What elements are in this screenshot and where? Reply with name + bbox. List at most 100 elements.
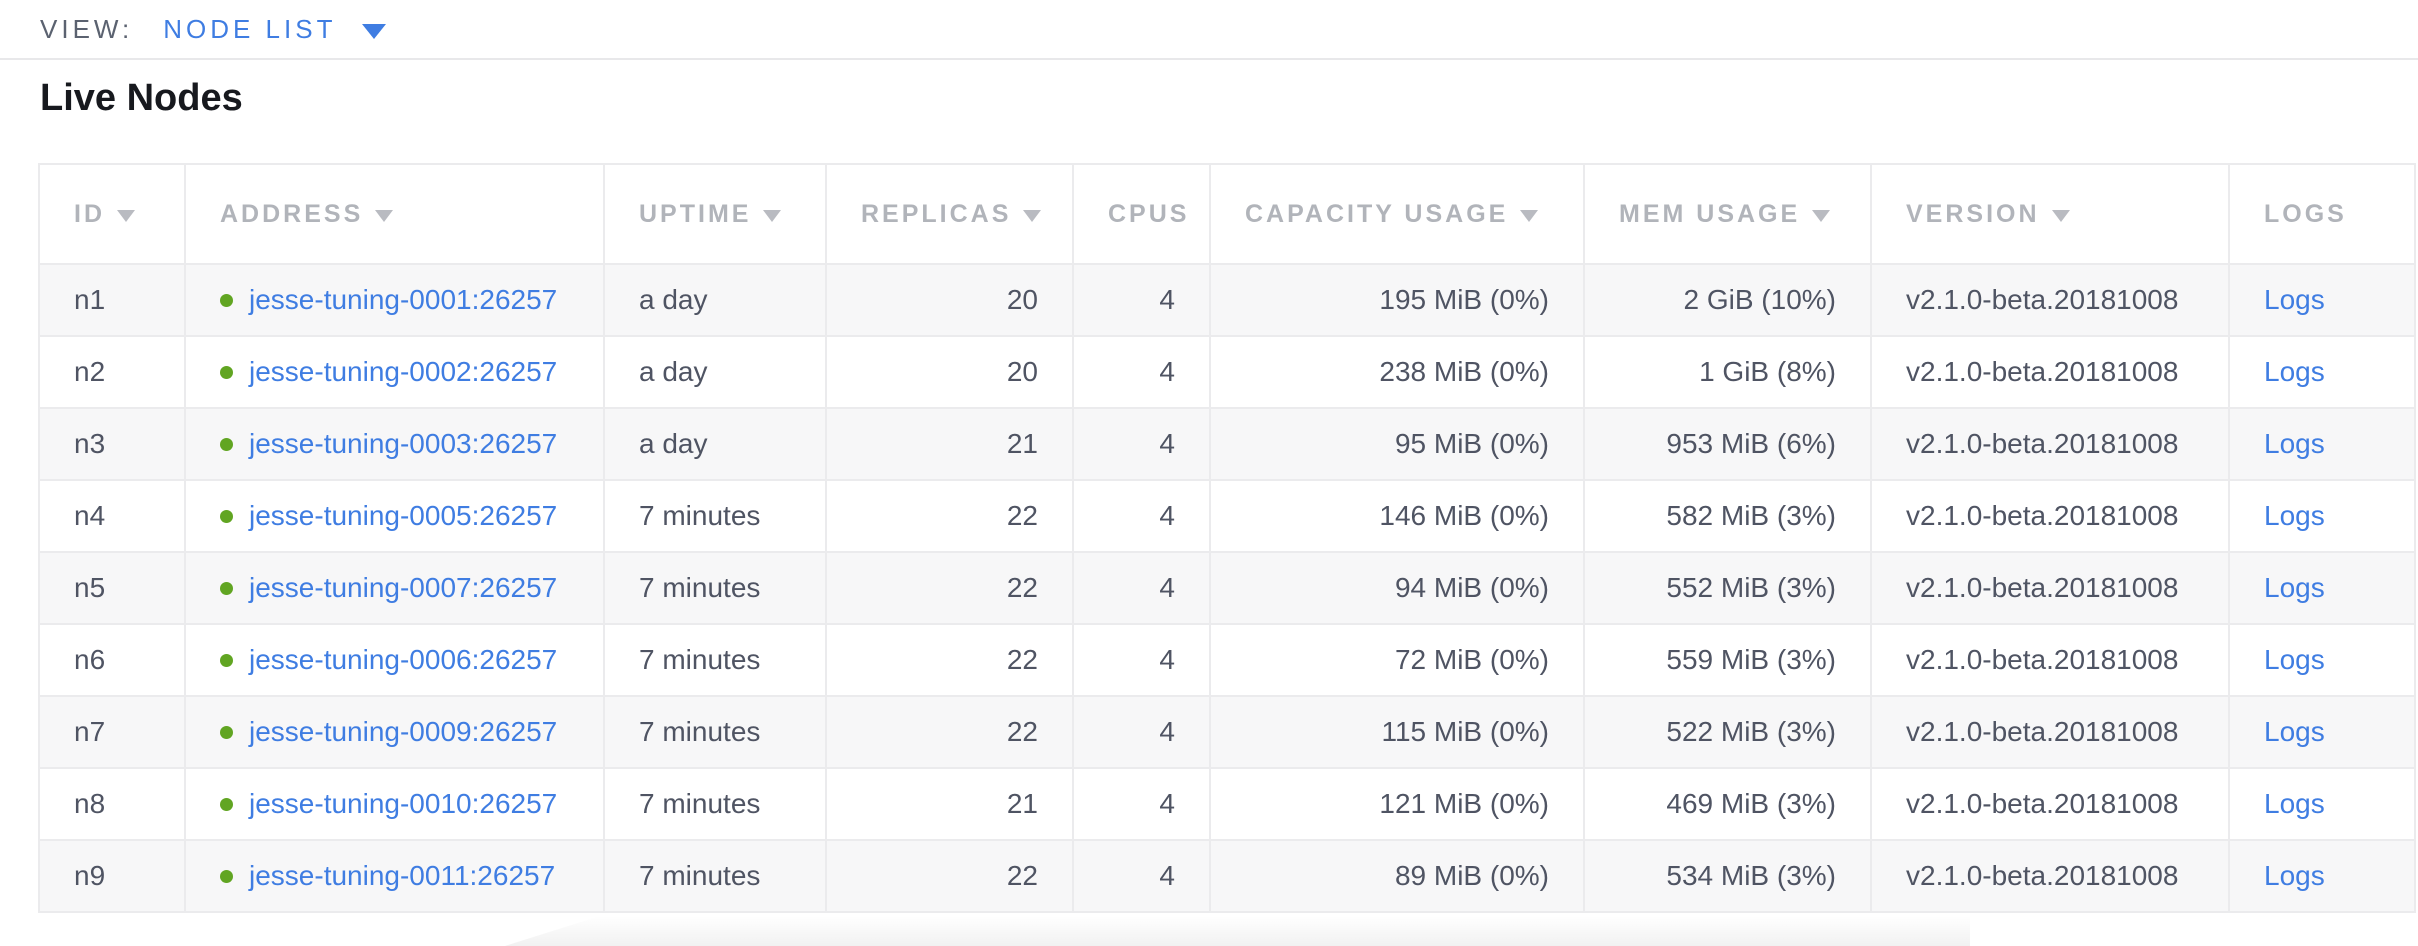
cell-id: n2 xyxy=(38,335,186,409)
table-header-row: ID ADDRESS UPTIME REPLICAS CPUS CAPACITY USAG… xyxy=(38,163,2416,265)
logs-link[interactable]: Logs xyxy=(2264,644,2325,675)
column-header-logs: LOGS xyxy=(2228,163,2416,265)
table-row-n9: n9 jesse-tuning-0011:26257 7 minutes 22 4 89 … xyxy=(38,839,2416,913)
cell-replicas: 20 xyxy=(825,335,1074,409)
cell-cpus: 4 xyxy=(1072,767,1211,841)
cell-id: n5 xyxy=(38,551,186,625)
sort-desc-icon xyxy=(117,209,135,222)
node-address-link[interactable]: jesse-tuning-0002:26257 xyxy=(249,356,558,387)
cell-capacity: 95 MiB (0%) xyxy=(1209,407,1585,481)
column-header-replicas[interactable]: REPLICAS xyxy=(825,163,1074,265)
cell-logs: Logs xyxy=(2228,335,2416,409)
cell-id: n4 xyxy=(38,479,186,553)
cell-replicas: 22 xyxy=(825,623,1074,697)
live-nodes-table: ID ADDRESS UPTIME REPLICAS CPUS CAPACITY USAG… xyxy=(38,163,2416,913)
column-header-label: MEM USAGE xyxy=(1619,199,1801,228)
cell-capacity: 115 MiB (0%) xyxy=(1209,695,1585,769)
sort-desc-icon xyxy=(2051,209,2070,222)
column-header-id[interactable]: ID xyxy=(38,163,186,265)
cell-address: jesse-tuning-0002:26257 xyxy=(184,335,605,409)
below-fold-shadow xyxy=(505,916,1970,946)
view-dropdown[interactable]: NODE LIST xyxy=(163,13,387,45)
cell-logs: Logs xyxy=(2228,479,2416,553)
cell-uptime: 7 minutes xyxy=(603,767,827,841)
cell-version: v2.1.0-beta.20181008 xyxy=(1870,551,2230,625)
node-address-link[interactable]: jesse-tuning-0009:26257 xyxy=(249,716,558,747)
cell-logs: Logs xyxy=(2228,695,2416,769)
cell-capacity: 94 MiB (0%) xyxy=(1209,551,1585,625)
cell-mem: 552 MiB (3%) xyxy=(1583,551,1872,625)
node-address-link[interactable]: jesse-tuning-0005:26257 xyxy=(249,500,558,531)
node-live-status-dot xyxy=(220,726,233,739)
node-live-status-dot xyxy=(220,870,233,883)
node-live-status-dot xyxy=(220,798,233,811)
node-address-link[interactable]: jesse-tuning-0006:26257 xyxy=(249,644,558,675)
column-header-label: ID xyxy=(74,199,105,228)
table-row-n6: n6 jesse-tuning-0006:26257 7 minutes 22 4 72 … xyxy=(38,623,2416,697)
cell-cpus: 4 xyxy=(1072,551,1211,625)
cell-address: jesse-tuning-0007:26257 xyxy=(184,551,605,625)
node-address-link[interactable]: jesse-tuning-0001:26257 xyxy=(249,284,558,315)
node-live-status-dot xyxy=(220,294,233,307)
column-header-address[interactable]: ADDRESS xyxy=(184,163,605,265)
cell-capacity: 72 MiB (0%) xyxy=(1209,623,1585,697)
table-row-n4: n4 jesse-tuning-0005:26257 7 minutes 22 4 146… xyxy=(38,479,2416,553)
cell-id: n8 xyxy=(38,767,186,841)
logs-link[interactable]: Logs xyxy=(2264,356,2325,387)
cell-capacity: 195 MiB (0%) xyxy=(1209,263,1585,337)
cell-id: n3 xyxy=(38,407,186,481)
cell-logs: Logs xyxy=(2228,767,2416,841)
logs-link[interactable]: Logs xyxy=(2264,500,2325,531)
cell-address: jesse-tuning-0005:26257 xyxy=(184,479,605,553)
cell-uptime: 7 minutes xyxy=(603,623,827,697)
column-header-uptime[interactable]: UPTIME xyxy=(603,163,827,265)
cell-version: v2.1.0-beta.20181008 xyxy=(1870,335,2230,409)
node-live-status-dot xyxy=(220,654,233,667)
cell-id: n6 xyxy=(38,623,186,697)
cell-address: jesse-tuning-0011:26257 xyxy=(184,839,605,913)
view-dropdown-value: NODE LIST xyxy=(163,13,337,44)
cell-address: jesse-tuning-0003:26257 xyxy=(184,407,605,481)
node-live-status-dot xyxy=(220,366,233,379)
cell-uptime: 7 minutes xyxy=(603,839,827,913)
cell-replicas: 21 xyxy=(825,407,1074,481)
column-header-capacity[interactable]: CAPACITY USAGE xyxy=(1209,163,1585,265)
node-address-link[interactable]: jesse-tuning-0003:26257 xyxy=(249,428,558,459)
cell-uptime: 7 minutes xyxy=(603,479,827,553)
column-header-label: CPUS xyxy=(1108,199,1190,228)
logs-link[interactable]: Logs xyxy=(2264,572,2325,603)
cell-mem: 559 MiB (3%) xyxy=(1583,623,1872,697)
cell-cpus: 4 xyxy=(1072,479,1211,553)
column-header-cpus: CPUS xyxy=(1072,163,1211,265)
cell-replicas: 22 xyxy=(825,695,1074,769)
logs-link[interactable]: Logs xyxy=(2264,716,2325,747)
cell-id: n9 xyxy=(38,839,186,913)
cell-uptime: 7 minutes xyxy=(603,551,827,625)
cell-mem: 522 MiB (3%) xyxy=(1583,695,1872,769)
node-address-link[interactable]: jesse-tuning-0011:26257 xyxy=(249,860,556,891)
table-row-n3: n3 jesse-tuning-0003:26257 a day 21 4 95 MiB … xyxy=(38,407,2416,481)
table-row-n2: n2 jesse-tuning-0002:26257 a day 20 4 238 MiB… xyxy=(38,335,2416,409)
node-address-link[interactable]: jesse-tuning-0010:26257 xyxy=(249,788,558,819)
sort-desc-icon xyxy=(1023,209,1042,222)
logs-link[interactable]: Logs xyxy=(2264,284,2325,315)
cell-mem: 1 GiB (8%) xyxy=(1583,335,1872,409)
logs-link[interactable]: Logs xyxy=(2264,788,2325,819)
cell-version: v2.1.0-beta.20181008 xyxy=(1870,623,2230,697)
node-address-link[interactable]: jesse-tuning-0007:26257 xyxy=(249,572,558,603)
cell-cpus: 4 xyxy=(1072,335,1211,409)
sort-desc-icon xyxy=(763,209,782,222)
logs-link[interactable]: Logs xyxy=(2264,860,2325,891)
logs-link[interactable]: Logs xyxy=(2264,428,2325,459)
cell-cpus: 4 xyxy=(1072,407,1211,481)
column-header-label: VERSION xyxy=(1906,199,2040,228)
column-header-version[interactable]: VERSION xyxy=(1870,163,2230,265)
cell-version: v2.1.0-beta.20181008 xyxy=(1870,695,2230,769)
cell-replicas: 22 xyxy=(825,839,1074,913)
cell-version: v2.1.0-beta.20181008 xyxy=(1870,479,2230,553)
node-live-status-dot xyxy=(220,510,233,523)
cell-id: n1 xyxy=(38,263,186,337)
column-header-mem[interactable]: MEM USAGE xyxy=(1583,163,1872,265)
cell-id: n7 xyxy=(38,695,186,769)
node-live-status-dot xyxy=(220,438,233,451)
